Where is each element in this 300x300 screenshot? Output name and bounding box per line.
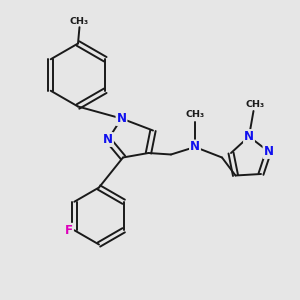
Text: N: N (103, 133, 113, 146)
Text: CH₃: CH₃ (185, 110, 205, 119)
Text: N: N (244, 130, 254, 143)
Text: CH₃: CH₃ (70, 16, 89, 26)
Text: CH₃: CH₃ (245, 100, 265, 109)
Text: F: F (65, 224, 73, 237)
Text: N: N (190, 140, 200, 154)
Text: N: N (116, 112, 127, 125)
Text: N: N (263, 145, 274, 158)
